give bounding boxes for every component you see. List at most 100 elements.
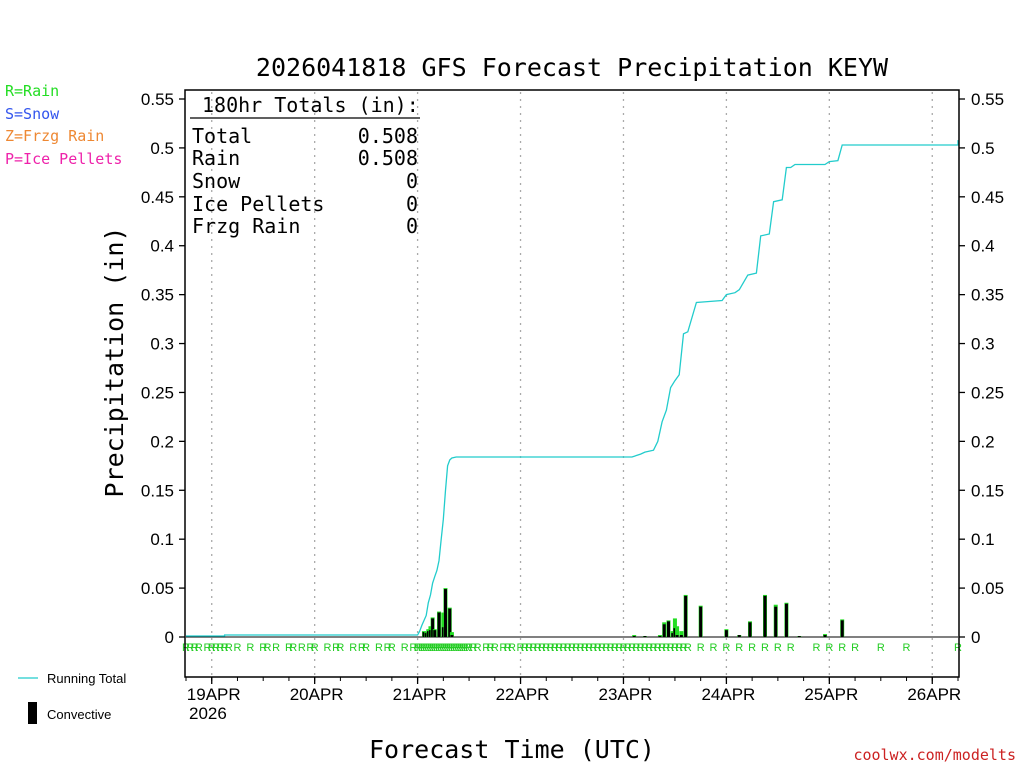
ptype-mark-rain: R bbox=[697, 642, 705, 654]
ptype-mark-rain: R bbox=[645, 642, 653, 654]
ptype-mark-rain: R bbox=[401, 642, 409, 654]
legend-ice-pellets: P=Ice Pellets bbox=[5, 150, 122, 168]
convective-bar bbox=[673, 628, 677, 637]
ptype-mark-rain: R bbox=[954, 642, 962, 654]
convective-bar bbox=[784, 603, 788, 637]
ptype-mark-rain: R bbox=[289, 642, 297, 654]
ptype-mark-rain: R bbox=[203, 642, 211, 654]
ptype-mark-rain: R bbox=[420, 642, 428, 654]
ptype-mark-rain: R bbox=[903, 642, 911, 654]
ptype-mark-rain: R bbox=[710, 642, 718, 654]
ptype-mark-rain: R bbox=[559, 642, 567, 654]
ptype-mark-rain: R bbox=[482, 642, 490, 654]
convective-bar bbox=[724, 630, 728, 637]
ptype-mark-rain: R bbox=[641, 642, 649, 654]
ptype-mark-rain: R bbox=[611, 642, 619, 654]
y-tick-label-right: 0.35 bbox=[971, 286, 1004, 305]
ptype-mark-rain: R bbox=[761, 642, 769, 654]
ptype-mark-rain: R bbox=[469, 642, 477, 654]
convective-bar bbox=[424, 633, 428, 637]
convective-bar bbox=[658, 636, 662, 638]
x-tick-label: 20APR bbox=[290, 685, 344, 704]
ptype-mark-rain: R bbox=[650, 642, 658, 654]
ptype-mark-rain: R bbox=[474, 642, 482, 654]
x-axis-label: Forecast Time (UTC) bbox=[369, 735, 655, 764]
convective-bar bbox=[699, 606, 703, 637]
precip-bar bbox=[672, 618, 677, 637]
convective-bar bbox=[797, 636, 801, 638]
legend-rain: R=Rain bbox=[5, 82, 59, 100]
ptype-mark-rain: R bbox=[637, 642, 645, 654]
ptype-mark-rain: R bbox=[658, 642, 666, 654]
totals-ice-value: 0 bbox=[406, 192, 418, 216]
convective-bar bbox=[428, 630, 432, 637]
ptype-mark-rain: R bbox=[491, 642, 499, 654]
ptype-mark-rain: R bbox=[454, 642, 462, 654]
y-axis: 0 00.05 0.050.1 0.10.15 0.150.2 0.20.25 0.250.… bbox=[141, 90, 1004, 647]
ptype-mark-rain: R bbox=[504, 642, 512, 654]
convective-bar bbox=[431, 618, 435, 637]
ptype-mark-rain: R bbox=[585, 642, 593, 654]
convective-bar bbox=[763, 595, 767, 637]
ptype-mark-rain: R bbox=[529, 642, 537, 654]
totals-total-value: 0.508 bbox=[358, 124, 418, 148]
ptype-mark-rain: R bbox=[431, 642, 439, 654]
totals-rain-value: 0.508 bbox=[358, 146, 418, 170]
ptype-mark-rain: R bbox=[538, 642, 546, 654]
ptype-mark-rain: R bbox=[619, 642, 627, 654]
precip-bar bbox=[675, 626, 680, 637]
y-tick-label-right: 0.1 bbox=[971, 530, 995, 549]
ptype-mark-rain: R bbox=[450, 642, 458, 654]
ptype-mark-rain: R bbox=[422, 642, 430, 654]
ptype-mark-rain: R bbox=[332, 642, 340, 654]
convective-bar bbox=[748, 622, 752, 637]
ptype-mark-rain: R bbox=[838, 642, 846, 654]
ptype-mark-rain: R bbox=[384, 642, 392, 654]
y-tick-label-right: 0.05 bbox=[971, 579, 1004, 598]
ptype-mark-rain: R bbox=[628, 642, 636, 654]
ptype-mark-rain: R bbox=[216, 642, 224, 654]
legend-frzg-rain: Z=Frzg Rain bbox=[5, 127, 104, 145]
convective-bar bbox=[737, 635, 741, 637]
totals-rain-label: Rain bbox=[192, 146, 240, 170]
ptype-mark-rain: R bbox=[675, 642, 683, 654]
ptype-mark-rain: R bbox=[212, 642, 220, 654]
ptype-mark-rain: R bbox=[375, 642, 383, 654]
ptype-mark-rain: R bbox=[246, 642, 254, 654]
ptype-mark-rain: R bbox=[534, 642, 542, 654]
convective-bar bbox=[679, 635, 683, 637]
precip-bars bbox=[422, 588, 845, 638]
x-tick-label: 19APR bbox=[187, 685, 241, 704]
x-tick-label: 26APR bbox=[907, 685, 961, 704]
ptype-mark-rain: R bbox=[602, 642, 610, 654]
y-tick-label-left: 0.4 bbox=[150, 237, 174, 256]
ptype-mark-rain: R bbox=[439, 642, 447, 654]
ptype-mark-rain: R bbox=[311, 642, 319, 654]
ptype-mark-rain: R bbox=[225, 642, 233, 654]
ptype-mark-rain: R bbox=[607, 642, 615, 654]
y-tick-label-left: 0.5 bbox=[150, 139, 174, 158]
ptype-mark-rain: R bbox=[461, 642, 469, 654]
ptype-mark-rain: R bbox=[285, 642, 293, 654]
ptype-mark-rain: R bbox=[358, 642, 366, 654]
x-tick-label: 22APR bbox=[496, 685, 550, 704]
series-legend: Running Total Convective bbox=[18, 671, 126, 724]
ptype-mark-rain: R bbox=[547, 642, 555, 654]
ptype-mark-rain: R bbox=[598, 642, 606, 654]
convective-bar bbox=[632, 636, 636, 638]
ptype-mark-rain: R bbox=[594, 642, 602, 654]
ptype-mark-rain: R bbox=[459, 642, 467, 654]
ptype-mark-rain: R bbox=[748, 642, 756, 654]
totals-box: 180hr Totals (in): Total 0.508 Rain 0.50… bbox=[190, 93, 420, 238]
totals-snow-label: Snow bbox=[192, 169, 241, 193]
running-total-legend-label: Running Total bbox=[47, 671, 126, 686]
y-tick-label-right: 0 bbox=[971, 628, 980, 647]
ptype-mark-rain: R bbox=[499, 642, 507, 654]
y-tick-label-left: 0.05 bbox=[141, 579, 174, 598]
ptype-mark-rain: R bbox=[446, 642, 454, 654]
y-tick-label-left: 0.1 bbox=[150, 530, 174, 549]
ptype-mark-rain: R bbox=[259, 642, 267, 654]
y-tick-label-left: 0.35 bbox=[141, 286, 174, 305]
